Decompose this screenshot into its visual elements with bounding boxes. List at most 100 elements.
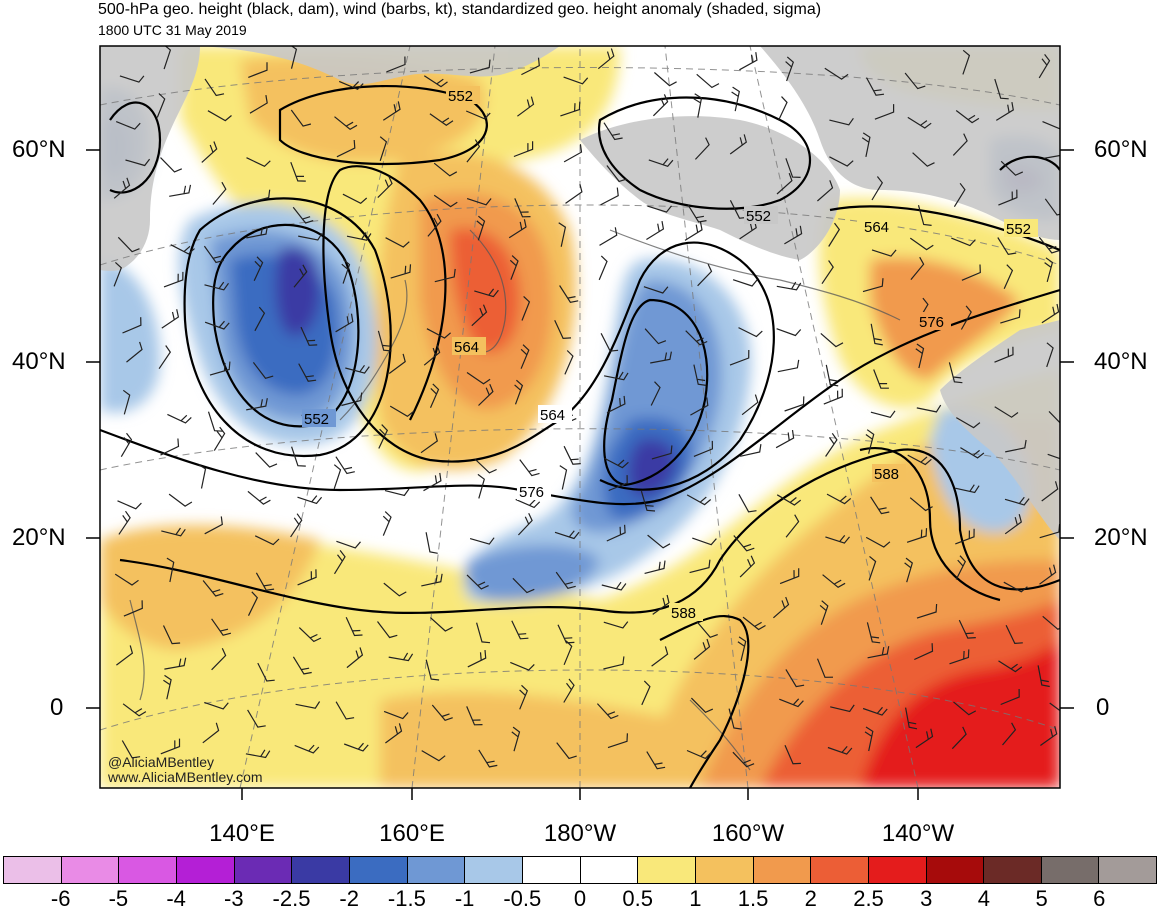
colorbar-label: 0 xyxy=(573,886,587,911)
wind-barb xyxy=(300,326,318,346)
wind-barb xyxy=(255,452,278,468)
wind-barb xyxy=(998,660,1023,673)
wind-barb xyxy=(866,622,881,644)
wind-barb xyxy=(212,181,227,205)
wind-barb xyxy=(647,534,671,549)
wind-barb xyxy=(556,742,577,760)
wind-barb xyxy=(960,447,985,459)
wind-barb xyxy=(122,317,142,334)
wind-barb xyxy=(817,180,834,202)
wind-barb xyxy=(690,397,709,416)
wind-barb xyxy=(1038,236,1060,254)
wind-barb xyxy=(1044,198,1060,216)
wind-barb xyxy=(257,662,275,682)
lat-label-60n-left: 60°N xyxy=(12,136,66,163)
wind-barb xyxy=(465,110,491,120)
wind-barb xyxy=(295,701,321,709)
wind-barb xyxy=(775,430,795,449)
wind-barb xyxy=(163,271,184,288)
wind-barb xyxy=(693,440,714,457)
wind-barb xyxy=(608,475,628,492)
land-canada xyxy=(760,46,1060,240)
wind-barb xyxy=(521,57,540,76)
wind-barb xyxy=(298,627,322,643)
wind-barb xyxy=(1004,514,1022,535)
wind-barb xyxy=(508,219,527,239)
wind-barb xyxy=(644,328,667,345)
wind-barb xyxy=(785,669,805,688)
wind-barbs xyxy=(113,46,1060,770)
wind-barb xyxy=(423,75,448,88)
wind-barb xyxy=(248,62,268,78)
colorbar-swatch xyxy=(637,856,696,884)
wind-barb xyxy=(601,581,627,591)
wind-barb xyxy=(198,464,207,489)
wind-barb xyxy=(517,96,535,117)
wind-barb xyxy=(334,116,358,131)
wind-barb xyxy=(521,295,531,321)
wind-barb xyxy=(120,432,133,458)
wind-barb xyxy=(204,281,229,291)
wind-barb xyxy=(1049,702,1060,712)
wind-barb xyxy=(520,344,530,369)
wind-barb xyxy=(825,535,850,544)
wind-barb xyxy=(904,72,926,90)
wind-barb xyxy=(867,646,890,659)
wind-barb xyxy=(955,110,980,124)
wind-barb xyxy=(421,750,446,762)
wind-barb xyxy=(948,362,963,384)
wind-barb xyxy=(290,161,306,182)
wind-barb xyxy=(383,582,407,597)
wind-barb xyxy=(862,278,884,293)
wind-barb xyxy=(739,555,756,578)
colorbar-swatch xyxy=(1040,856,1100,884)
wind-barb xyxy=(298,232,323,241)
wind-barb xyxy=(652,594,670,615)
wind-barb xyxy=(693,638,711,660)
anomaly-positive-south-mid xyxy=(380,691,680,788)
wind-barb xyxy=(904,557,913,583)
wind-barb xyxy=(515,498,541,509)
wind-barb xyxy=(1044,257,1054,283)
anomaly-1-north xyxy=(240,56,486,163)
contour-label-552-north: 552 xyxy=(448,88,473,105)
anomaly-positive-west xyxy=(100,525,320,650)
contour-588-main xyxy=(119,448,1060,614)
wind-barb xyxy=(776,281,802,291)
colorbar-swatch xyxy=(348,856,408,884)
wind-barb xyxy=(209,361,231,376)
wind-barb xyxy=(1005,625,1023,645)
colorbar-swatch xyxy=(983,856,1042,884)
contour-552-alaska xyxy=(597,96,812,210)
colorbar-swatch xyxy=(810,856,869,884)
wind-barb xyxy=(423,344,441,366)
colorbar-swatch xyxy=(233,856,293,884)
wind-barb xyxy=(729,349,750,366)
colorbar-label: 1.5 xyxy=(737,886,769,911)
wind-barb xyxy=(431,704,453,722)
wind-barb xyxy=(690,697,714,714)
colorbar-label: 4 xyxy=(977,886,991,911)
wind-barb xyxy=(777,96,788,121)
colorbar-swatch xyxy=(175,856,235,884)
wind-barb xyxy=(905,707,918,730)
wind-barb xyxy=(338,80,364,91)
wind-barb xyxy=(385,723,403,744)
wind-barb xyxy=(113,261,123,287)
wind-barb xyxy=(563,76,589,85)
wind-barb xyxy=(474,458,497,474)
wind-barb xyxy=(907,454,932,466)
wind-barb xyxy=(785,56,795,82)
wind-barb xyxy=(604,457,629,469)
wind-barb xyxy=(433,162,458,177)
colorbar-label: 2.5 xyxy=(853,886,884,911)
wind-barb xyxy=(114,573,139,586)
wind-barb xyxy=(433,194,458,208)
land xyxy=(100,46,1060,540)
wind-barb xyxy=(733,535,755,552)
wind-barb xyxy=(377,330,392,352)
wind-barb xyxy=(254,306,266,332)
coast-aleutians xyxy=(609,229,901,321)
wind-barb xyxy=(203,245,224,264)
